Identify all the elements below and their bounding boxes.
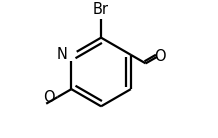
- Text: O: O: [155, 49, 166, 64]
- Text: Br: Br: [93, 2, 109, 17]
- Text: O: O: [43, 90, 55, 105]
- Text: N: N: [56, 47, 67, 62]
